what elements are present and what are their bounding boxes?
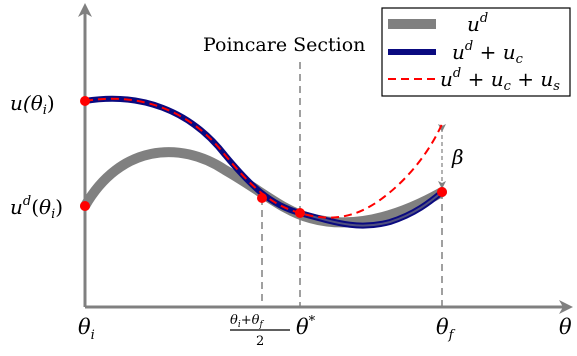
- legend: ud ud + uc ud + uc + us: [381, 7, 571, 97]
- legend-item-ud: ud: [388, 11, 488, 36]
- point-midpoint: [257, 193, 267, 203]
- beta-label: β: [451, 145, 464, 169]
- x-tick-theta-f: θf: [436, 315, 456, 343]
- x-tick-theta-star: θ*: [296, 314, 316, 339]
- legend-item-ud-uc-us: ud + uc + us: [388, 66, 560, 94]
- point-u-theta-i: [80, 96, 90, 106]
- ud-curve: [80, 147, 447, 228]
- poincare-section-label: Poincare Section: [203, 34, 365, 56]
- x-tick-midpoint: θi+θf 2: [230, 313, 290, 349]
- legend-item-ud-uc: ud + uc: [388, 39, 524, 67]
- svg-text:ud + uc: ud + uc: [452, 39, 524, 67]
- point-theta-f: [437, 187, 447, 197]
- x-tick-theta-i: θi: [78, 315, 95, 343]
- svg-text:ud + uc + us: ud + uc + us: [440, 66, 560, 94]
- svg-text:ud: ud: [467, 11, 488, 36]
- y-tick-ud-theta-i: ud(θi): [10, 194, 63, 222]
- svg-text:2: 2: [256, 334, 264, 349]
- svg-text:θi+θf: θi+θf: [230, 313, 264, 330]
- point-theta-star: [295, 208, 305, 218]
- x-axis-symbol: θ: [559, 315, 572, 339]
- controlled-curve-edge: [299, 191, 443, 227]
- y-tick-u-theta-i: u(θi): [10, 91, 55, 118]
- point-ud-theta-i: [80, 201, 90, 211]
